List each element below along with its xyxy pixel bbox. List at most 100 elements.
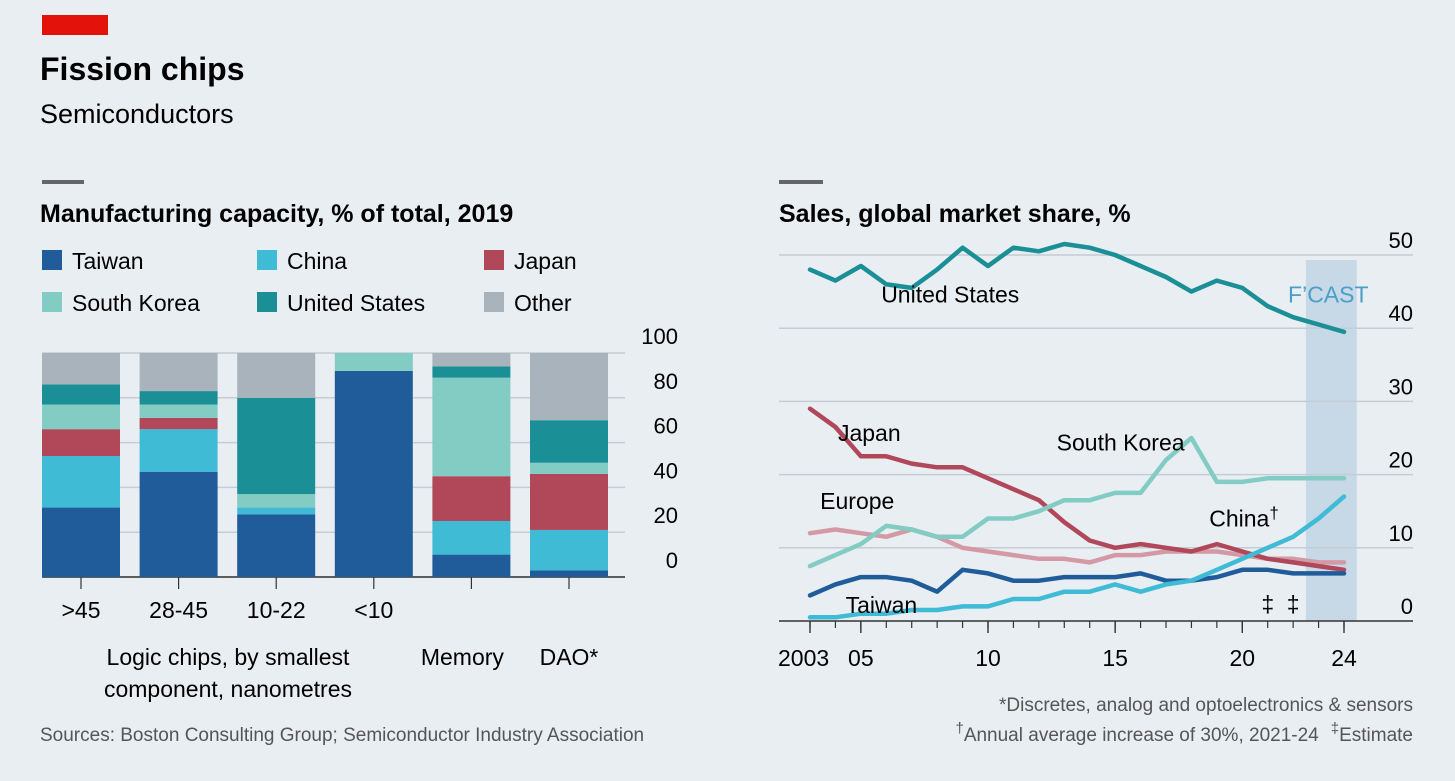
- bar-segment-dao-china: [530, 529, 608, 571]
- market-share-y-tick-50: 50: [1389, 228, 1413, 253]
- series-label-china: China†: [1209, 504, 1279, 532]
- legend-label-united-states: United States: [287, 290, 425, 316]
- market-share-chart-rule: [779, 180, 823, 184]
- bar-segment-28-45-japan: [139, 417, 218, 430]
- market-share-y-tick-20: 20: [1389, 448, 1413, 473]
- series-label-text-taiwan: Taiwan: [846, 592, 918, 618]
- bar-segment-dao-south-korea: [530, 462, 608, 474]
- capacity-legend: Taiwan China Japan South Korea United States…: [42, 248, 577, 316]
- series-label-text-europe: Europe: [820, 488, 894, 514]
- bar-segment-10-22-united-states: [237, 397, 316, 495]
- dao-footnote: *Discretes, analog and optoelectronics &…: [999, 695, 1413, 716]
- bar-segment-45-japan: [42, 429, 120, 457]
- dagger-footnote: Annual average increase of 30%, 2021-24: [964, 725, 1319, 746]
- capacity-x-label-memory: Memory: [421, 644, 505, 670]
- series-label-text-south-korea: South Korea: [1057, 429, 1185, 455]
- legend-swatch-japan: [484, 250, 504, 270]
- bar-segment-28-45-other: [139, 353, 218, 392]
- bar-segment-28-45-united-states: [139, 391, 218, 405]
- capacity-y-tick-0: 0: [666, 548, 678, 573]
- bar-segment-memory-other: [432, 353, 511, 367]
- bar-segment-10-22-china: [237, 507, 316, 515]
- series-label-text-china: China: [1209, 506, 1269, 532]
- capacity-y-ticks: 0 20 40 60 80 100: [641, 324, 678, 573]
- line-united-states: [807, 241, 1347, 335]
- bar-segment-45-united-states: [42, 384, 120, 405]
- capacity-chart-title: Manufacturing capacity, % of total, 2019: [40, 200, 513, 228]
- capacity-bars: [42, 353, 608, 577]
- bar-segment-10-22-other: [237, 353, 316, 398]
- market-share-x-label-05: 05: [848, 645, 874, 671]
- bar-segment-10-22-taiwan: [237, 514, 316, 577]
- bar-segment-dao-united-states: [530, 420, 608, 463]
- line-china: [807, 494, 1347, 620]
- legend-swatch-united-states: [257, 292, 277, 312]
- series-label-europe: Europe: [820, 488, 894, 514]
- legend-swatch-other: [484, 292, 504, 312]
- bar-segment-10-22-south-korea: [237, 494, 316, 508]
- logic-chips-label-line1: Logic chips, by smallest: [107, 644, 350, 670]
- market-share-y-tick-10: 10: [1389, 521, 1413, 546]
- series-label-united-states: United States: [881, 282, 1019, 308]
- bar-segment-memory-china: [432, 521, 511, 555]
- capacity-x-ticks: >45 28-45 10-22 <10 Memory DAO*: [61, 577, 598, 670]
- capacity-chart-rule: [42, 180, 84, 184]
- capacity-x-label-45: >45: [61, 597, 100, 623]
- series-label-text-japan: Japan: [838, 420, 901, 446]
- market-share-y-tick-30: 30: [1389, 374, 1413, 399]
- page-subtitle: Semiconductors: [40, 99, 234, 129]
- market-share-series-labels: United States Japan South Korea Europe China…: [820, 282, 1279, 618]
- series-label-taiwan: Taiwan: [846, 592, 918, 618]
- legend-label-south-korea: South Korea: [72, 290, 200, 316]
- bar-segment-memory-taiwan: [432, 554, 511, 577]
- market-share-gridlines: [779, 254, 1413, 622]
- market-share-x-ticks: 2003 05 10 15 20 24: [778, 621, 1357, 671]
- market-share-x-label-24: 24: [1331, 645, 1357, 671]
- bar-segment-28-45-china: [139, 429, 218, 472]
- capacity-y-tick-100: 100: [641, 324, 678, 349]
- sources-note: Sources: Boston Consulting Group; Semico…: [40, 725, 644, 746]
- bar-segment-dao-other: [530, 353, 608, 421]
- estimate-mark-2022: ‡: [1287, 591, 1300, 617]
- capacity-x-label-dao: DAO*: [540, 644, 599, 670]
- capacity-y-tick-40: 40: [654, 458, 678, 483]
- legend-label-taiwan: Taiwan: [72, 248, 144, 274]
- double-dagger-mark: ‡: [1331, 720, 1339, 737]
- legend-swatch-taiwan: [42, 250, 62, 270]
- estimate-marks: ‡ ‡: [1261, 591, 1299, 617]
- dagger-mark: †: [955, 720, 963, 737]
- legend-label-japan: Japan: [514, 248, 577, 274]
- capacity-y-tick-80: 80: [654, 369, 678, 394]
- capacity-x-label-10: <10: [354, 597, 393, 623]
- market-share-x-label-15: 15: [1102, 645, 1128, 671]
- market-share-lines: [807, 241, 1347, 620]
- line-taiwan: [807, 567, 1347, 598]
- brand-tag: [42, 15, 108, 35]
- logic-chips-label-line2: component, nanometres: [104, 676, 352, 702]
- bar-segment-10-south-korea: [334, 353, 413, 371]
- capacity-x-label-28-45: 28-45: [149, 597, 208, 623]
- bar-segment-dao-japan: [530, 473, 608, 530]
- market-share-y-ticks: 0 10 20 30 40 50: [1389, 228, 1413, 619]
- legend-label-other: Other: [514, 290, 572, 316]
- market-share-x-label-2003: 2003: [778, 645, 829, 671]
- capacity-chart: Manufacturing capacity, % of total, 2019…: [40, 180, 678, 702]
- market-share-y-tick-0: 0: [1401, 594, 1413, 619]
- series-label-south-korea: South Korea: [1057, 429, 1185, 455]
- market-share-x-label-10: 10: [975, 645, 1001, 671]
- capacity-gridlines: [42, 352, 625, 578]
- bar-segment-memory-united-states: [432, 366, 511, 378]
- estimate-footnote: Estimate: [1339, 725, 1413, 746]
- forecast-label: F’CAST: [1288, 282, 1369, 308]
- bar-segment-28-45-taiwan: [139, 471, 218, 577]
- market-share-chart: Sales, global market share, % F’CAST Uni…: [778, 180, 1413, 671]
- series-label-japan: Japan: [838, 420, 901, 446]
- bar-segment-memory-south-korea: [432, 377, 511, 477]
- bar-segment-45-other: [42, 353, 120, 385]
- legend-label-china: China: [287, 248, 347, 274]
- series-label-mark-china: †: [1269, 504, 1278, 523]
- series-label-text-united-states: United States: [881, 282, 1019, 308]
- bar-segment-10-taiwan: [334, 370, 413, 577]
- bar-segment-dao-taiwan: [530, 570, 608, 577]
